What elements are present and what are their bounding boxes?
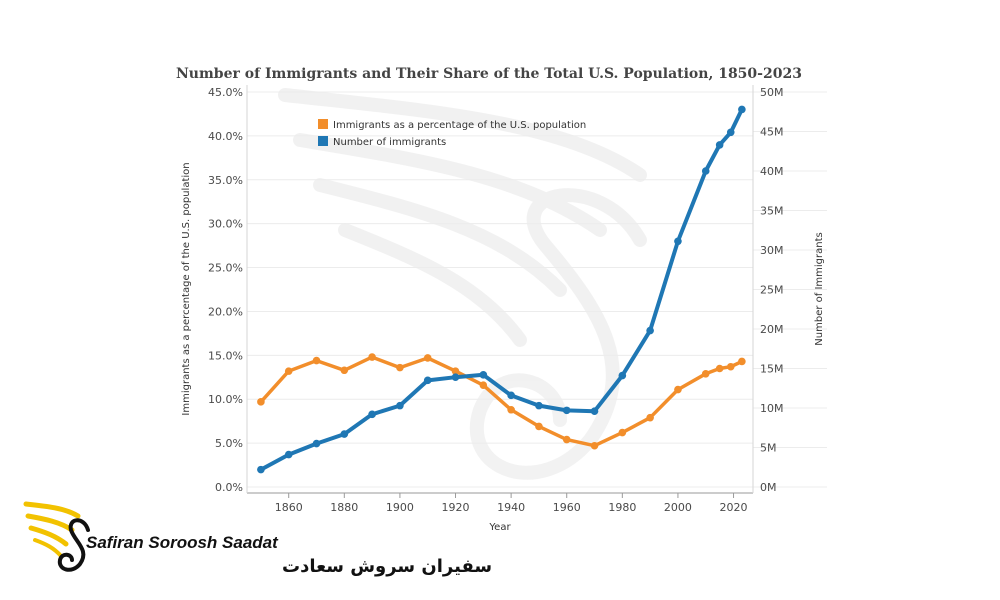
legend-swatch-percentage: [318, 119, 328, 129]
left-tick-label: 20.0%: [208, 305, 243, 318]
right-axis-title: Number of Immigrants: [814, 232, 825, 345]
data-point: [368, 410, 376, 419]
data-point: [368, 353, 376, 361]
watermark-logo: [278, 88, 647, 480]
series-0: [257, 353, 746, 450]
data-point: [257, 465, 265, 474]
x-tick-label: 1860: [275, 501, 303, 514]
data-point: [423, 376, 432, 385]
data-point: [590, 407, 599, 415]
x-tick-label: 1880: [330, 501, 358, 514]
left-tick-label: 35.0%: [208, 174, 243, 187]
x-tick-label: 1900: [386, 501, 414, 514]
x-tick-label: 2000: [664, 501, 692, 514]
data-point: [284, 367, 293, 375]
left-tick-label: 45.0%: [208, 86, 243, 99]
right-tick-label: 45M: [760, 126, 784, 139]
left-tick-label: 30.0%: [208, 218, 243, 231]
legend-swatch-number: [318, 136, 328, 146]
series-line: [259, 355, 744, 448]
data-point: [396, 363, 404, 372]
swan-wing-icon: [23, 501, 90, 572]
data-point: [646, 326, 654, 335]
data-point: [479, 381, 488, 389]
data-point: [618, 371, 627, 380]
data-point: [535, 422, 543, 431]
data-point: [715, 364, 724, 373]
left-axis-title: Immigrants as a percentage of the U.S. p…: [181, 162, 192, 415]
right-tick-label: 5M: [760, 442, 777, 455]
series-layer: [257, 105, 746, 474]
x-tick-label: 1960: [553, 501, 581, 514]
data-point: [312, 356, 321, 365]
data-point: [340, 430, 349, 438]
series-line: [258, 107, 744, 472]
data-point: [451, 367, 460, 375]
right-tick-label: 25M: [760, 284, 784, 297]
data-point: [507, 405, 515, 414]
data-point: [674, 385, 682, 394]
right-tick-label: 30M: [760, 244, 784, 257]
left-tick-label: 0.0%: [215, 481, 243, 494]
data-point: [590, 441, 599, 450]
left-tick-label: 10.0%: [208, 393, 243, 406]
right-tick-label: 10M: [760, 402, 784, 415]
right-axis-ticks: 0M 5M 10M 15M 20M 25M 30M 35M 40M 45M 50M: [760, 86, 784, 494]
x-tick-label: 1980: [608, 501, 636, 514]
left-tick-label: 15.0%: [208, 349, 243, 362]
data-point: [674, 237, 682, 246]
data-point: [312, 439, 321, 448]
data-point: [451, 373, 460, 381]
brand-name-en: Safiran Soroosh Saadat: [86, 533, 279, 552]
data-point: [701, 167, 710, 175]
x-axis-title: Year: [488, 522, 511, 533]
data-point: [726, 362, 735, 371]
data-point: [535, 401, 543, 410]
data-point: [257, 398, 265, 406]
data-point: [726, 128, 735, 137]
brand-name-fa: سفیران سروش سعادت: [282, 556, 492, 577]
data-point: [396, 401, 404, 410]
right-tick-label: 50M: [760, 86, 784, 99]
x-tick-label: 2020: [720, 501, 748, 514]
data-point: [618, 428, 627, 437]
left-tick-label: 5.0%: [215, 437, 243, 450]
data-point: [738, 357, 746, 366]
chart-title: Number of Immigrants and Their Share of …: [176, 66, 802, 82]
data-point: [715, 141, 724, 149]
left-axis-ticks: 0.0% 5.0% 10.0% 15.0% 20.0% 25.0% 30.0% 35.0% 40…: [208, 86, 243, 494]
data-point: [423, 354, 432, 362]
x-axis-ticks: 1860 1880 1900 1920 1940 1960 1980 2000 2020: [275, 493, 748, 514]
data-point: [284, 450, 293, 459]
x-tick-label: 1940: [497, 501, 525, 514]
right-tick-label: 35M: [760, 205, 784, 218]
legend-label-number: Number of immigrants: [333, 137, 446, 148]
legend-label-percentage: Immigrants as a percentage of the U.S. p…: [333, 120, 586, 131]
brand-logo: Safiran Soroosh Saadat سفیران سروش سعادت: [23, 501, 492, 577]
data-point: [738, 105, 746, 114]
left-tick-label: 40.0%: [208, 130, 243, 143]
right-tick-label: 20M: [760, 323, 784, 336]
right-tick-label: 15M: [760, 363, 784, 376]
data-point: [562, 435, 571, 444]
right-tick-label: 40M: [760, 165, 784, 178]
x-tick-label: 1920: [442, 501, 470, 514]
data-point: [701, 369, 710, 378]
left-tick-label: 25.0%: [208, 262, 243, 275]
gridlines: [247, 91, 827, 488]
data-point: [562, 406, 571, 415]
data-point: [507, 391, 515, 400]
data-point: [479, 371, 488, 379]
data-point: [340, 366, 349, 375]
right-tick-label: 0M: [760, 481, 777, 494]
data-point: [646, 413, 654, 422]
legend: Immigrants as a percentage of the U.S. p…: [318, 119, 586, 148]
series-1: [257, 105, 746, 474]
